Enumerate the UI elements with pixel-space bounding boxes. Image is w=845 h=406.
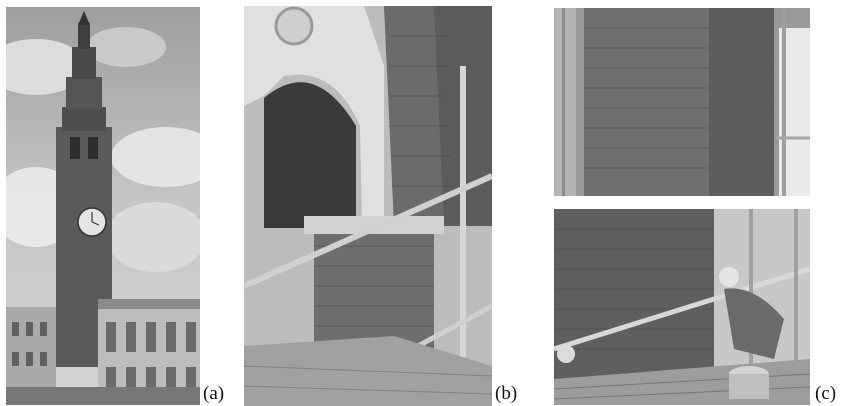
caption-a: (a) bbox=[203, 383, 225, 404]
photo-brick-pillar-top bbox=[554, 8, 810, 196]
photo-pillar-scaffolding bbox=[244, 6, 492, 406]
caption-b: (b) bbox=[495, 383, 518, 404]
caption-c: (c) bbox=[815, 383, 837, 404]
photo-worker-scaffolding bbox=[554, 209, 810, 405]
photo-bell-tower bbox=[6, 7, 200, 405]
